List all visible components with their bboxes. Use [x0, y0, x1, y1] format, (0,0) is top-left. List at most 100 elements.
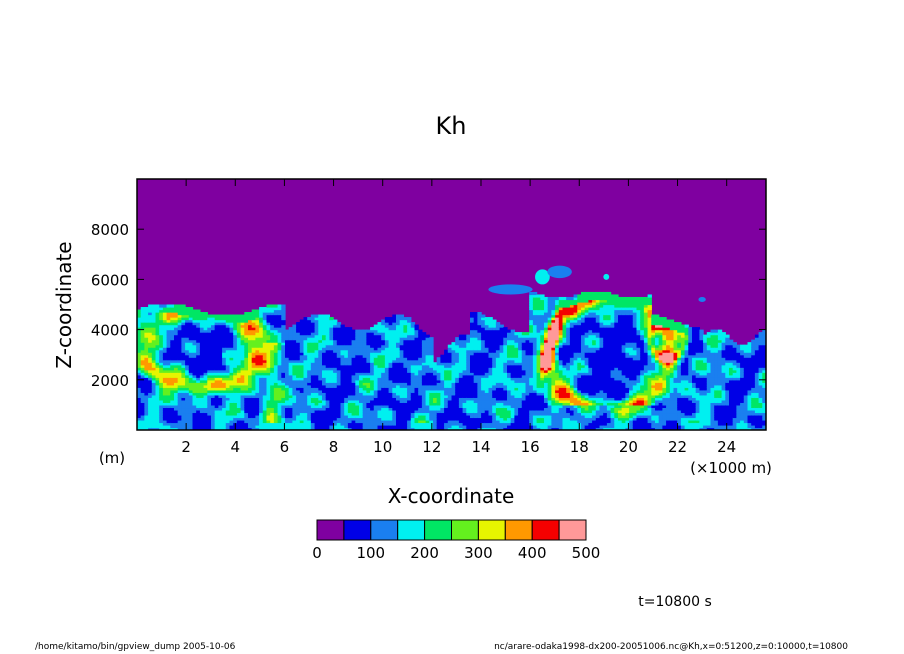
field-cell [384, 357, 390, 361]
field-cell [148, 337, 153, 341]
field-cell [240, 412, 245, 416]
field-cell [429, 357, 434, 361]
field-cell [410, 334, 416, 338]
field-cell [444, 379, 449, 383]
field-cell [270, 339, 275, 343]
field-cell [214, 319, 219, 323]
field-cell [514, 404, 519, 409]
field-cell [248, 324, 253, 328]
field-cell [514, 382, 519, 386]
field-cell [455, 409, 460, 414]
field-cell [544, 329, 549, 333]
field-cell [322, 332, 327, 336]
field-cell [170, 384, 175, 388]
field-cell [499, 384, 504, 388]
field-cell [466, 339, 471, 343]
field-cell [155, 419, 160, 424]
field-cell [155, 372, 160, 376]
field-cell [544, 422, 549, 426]
field-cell [466, 342, 471, 346]
field-cell [137, 387, 142, 391]
field-cell [222, 399, 227, 403]
field-cell [188, 352, 194, 356]
field-cell [529, 339, 534, 343]
field-cell [458, 344, 464, 348]
field-cell [170, 407, 175, 411]
field-cell [137, 354, 142, 358]
field-cell [466, 422, 471, 426]
field-cell [310, 354, 316, 358]
field-cell [137, 377, 142, 381]
field-cell [325, 384, 330, 388]
field-cell [503, 344, 508, 348]
field-cell [177, 424, 182, 429]
field-cell [203, 412, 208, 416]
field-cell [366, 402, 371, 406]
field-cell [396, 357, 401, 361]
field-cell [148, 427, 153, 430]
field-cell [429, 384, 434, 388]
field-cell [388, 334, 393, 338]
field-cell [314, 382, 319, 386]
field-cell [318, 332, 323, 336]
field-cell [333, 342, 338, 346]
field-cell [159, 427, 164, 430]
field-cell [466, 352, 471, 356]
field-cell [277, 399, 282, 403]
field-cell [340, 324, 345, 328]
field-cell [333, 372, 338, 376]
field-cell [266, 389, 271, 393]
field-cell [151, 307, 157, 311]
field-cell [433, 427, 438, 430]
field-cell [137, 319, 142, 323]
field-cell [366, 332, 371, 336]
field-cell [462, 394, 467, 398]
field-cell [196, 384, 201, 388]
field-cell [403, 324, 408, 328]
field-cell [425, 402, 430, 406]
field-cell [373, 337, 379, 341]
field-cell [211, 424, 216, 429]
field-cell [314, 342, 319, 346]
field-cell [514, 369, 519, 373]
field-cell [270, 407, 275, 411]
field-cell [544, 377, 549, 381]
field-cell [488, 322, 493, 326]
field-cell [529, 372, 534, 376]
field-cell [544, 389, 549, 393]
field-cell [388, 414, 393, 419]
field-cell [384, 362, 390, 366]
field-cell [384, 399, 390, 403]
field-cell [458, 337, 464, 341]
field-cell [458, 342, 464, 346]
field-cell [418, 409, 423, 414]
field-cell [192, 419, 197, 424]
field-cell [281, 359, 286, 363]
field-cell [207, 384, 212, 388]
field-cell [392, 389, 397, 393]
field-cell [310, 327, 316, 331]
field-cell [285, 387, 290, 391]
field-cell [259, 342, 264, 346]
field-cell [433, 387, 438, 391]
field-cell [370, 417, 375, 421]
field-cell [444, 414, 449, 419]
field-cell [470, 389, 475, 393]
field-cell [248, 382, 253, 386]
field-cell [362, 389, 367, 393]
field-cell [521, 334, 527, 338]
field-cell [333, 409, 338, 414]
field-cell [307, 377, 312, 381]
field-cell [503, 362, 508, 366]
field-cell [225, 389, 231, 393]
field-cell [137, 342, 142, 346]
field-cell [544, 299, 549, 303]
field-cell [347, 344, 353, 348]
field-cell [292, 357, 297, 361]
field-cell [547, 299, 552, 303]
field-cell [351, 332, 356, 336]
field-cell [166, 384, 171, 388]
field-cell [207, 324, 212, 328]
field-cell [310, 317, 316, 321]
field-cell [192, 312, 197, 316]
